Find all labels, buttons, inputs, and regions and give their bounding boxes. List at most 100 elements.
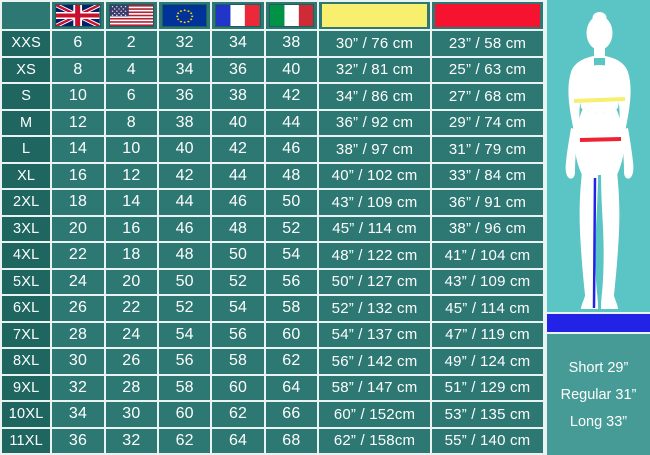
cell-eu: 52 — [159, 296, 211, 321]
cell-us: 26 — [105, 349, 157, 374]
cell-eu: 46 — [159, 216, 211, 241]
table-row: 10XL 34 30 60 62 66 60” / 152cm 53” / 135 cm — [2, 402, 543, 427]
cell-bust: 56” / 142 cm — [319, 349, 431, 374]
cell-uk: 34 — [52, 402, 104, 427]
header-cell-uk — [52, 2, 104, 29]
header-cell-bust — [319, 2, 431, 29]
cell-eu: 58 — [159, 375, 211, 400]
cell-bust: 50” / 127 cm — [319, 269, 431, 294]
cell-fr: 54 — [212, 296, 264, 321]
cell-eu: 40 — [159, 137, 211, 162]
cell-us: 20 — [105, 269, 157, 294]
cell-bust: 34” / 86 cm — [319, 84, 431, 109]
cell-eu: 44 — [159, 190, 211, 215]
cell-us: 32 — [105, 428, 157, 453]
cell-waist: 43” / 109 cm — [432, 269, 543, 294]
cell-eu: 62 — [159, 428, 211, 453]
cell-us: 16 — [105, 216, 157, 241]
cell-bust: 60” / 152cm — [319, 402, 431, 427]
cell-it: 46 — [265, 137, 318, 162]
cell-it: 64 — [265, 375, 318, 400]
cell-us: 14 — [105, 190, 157, 215]
cell-waist: 23” / 58 cm — [432, 31, 543, 56]
cell-waist: 36” / 91 cm — [432, 190, 543, 215]
cell-waist: 53” / 135 cm — [432, 402, 543, 427]
bust-measure-line — [573, 97, 626, 103]
cell-it: 42 — [265, 84, 318, 109]
us-flag-icon — [108, 4, 154, 27]
cell-fr: 44 — [212, 163, 264, 188]
cell-waist: 38” / 96 cm — [432, 216, 543, 241]
cell-eu: 42 — [159, 163, 211, 188]
cell-bust: 40” / 102 cm — [319, 163, 431, 188]
cell-us: 24 — [105, 322, 157, 347]
cell-it: 60 — [265, 322, 318, 347]
cell-us: 12 — [105, 163, 157, 188]
legend-item-long: Long 33” — [569, 413, 628, 430]
cell-fr: 58 — [212, 349, 264, 374]
cell-size: 4XL — [2, 243, 51, 268]
cell-it: 48 — [265, 163, 318, 188]
cell-uk: 30 — [52, 349, 104, 374]
cell-it: 50 — [265, 190, 318, 215]
cell-us: 10 — [105, 137, 157, 162]
legend-item-regular: Regular 31” — [560, 386, 637, 403]
table-row: 2XL 18 14 44 46 50 43” / 109 cm 36” / 91 cm — [2, 190, 543, 215]
cell-waist: 25” / 63 cm — [432, 57, 543, 82]
cell-eu: 34 — [159, 57, 211, 82]
cell-size: 3XL — [2, 216, 51, 241]
table-row: 11XL 36 32 62 64 68 62” / 158cm 55” / 140 cm — [2, 428, 543, 453]
cell-eu: 56 — [159, 349, 211, 374]
cell-eu: 54 — [159, 322, 211, 347]
cell-uk: 8 — [52, 57, 104, 82]
cell-fr: 56 — [212, 322, 264, 347]
cell-fr: 38 — [212, 84, 264, 109]
cell-bust: 52” / 132 cm — [319, 296, 431, 321]
size-conversion-table: XXS 6 2 32 34 38 30” / 76 cm 23” / 58 cm XS 8 4 34 3… — [0, 0, 545, 455]
legend-item-short: Short 29” — [568, 359, 629, 376]
cell-uk: 24 — [52, 269, 104, 294]
cell-size: 7XL — [2, 322, 51, 347]
cell-uk: 22 — [52, 243, 104, 268]
cell-uk: 10 — [52, 84, 104, 109]
cell-eu: 38 — [159, 110, 211, 135]
cell-fr: 34 — [212, 31, 264, 56]
cell-it: 68 — [265, 428, 318, 453]
cell-size: 11XL — [2, 428, 51, 453]
cell-size: L — [2, 137, 51, 162]
cell-uk: 26 — [52, 296, 104, 321]
cell-waist: 27” / 68 cm — [432, 84, 543, 109]
cell-size: 2XL — [2, 190, 51, 215]
cell-bust: 38” / 97 cm — [319, 137, 431, 162]
cell-fr: 52 — [212, 269, 264, 294]
table-row: 8XL 30 26 56 58 62 56” / 142 cm 49” / 124 cm — [2, 349, 543, 374]
cell-bust: 54” / 137 cm — [319, 322, 431, 347]
header-cell-waist — [432, 2, 543, 29]
cell-size: 8XL — [2, 349, 51, 374]
cell-fr: 42 — [212, 137, 264, 162]
table-row: M 12 8 38 40 44 36” / 92 cm 29” / 74 cm — [2, 110, 543, 135]
cell-waist: 29” / 74 cm — [432, 110, 543, 135]
inseam-color-bar — [547, 312, 650, 334]
cell-it: 56 — [265, 269, 318, 294]
table-row: 7XL 28 24 54 56 60 54” / 137 cm 47” / 119 cm — [2, 322, 543, 347]
cell-eu: 36 — [159, 84, 211, 109]
italy-flag-icon — [268, 4, 315, 27]
header-cell-us — [105, 2, 157, 29]
cell-it: 44 — [265, 110, 318, 135]
size-table-panel: XXS 6 2 32 34 38 30” / 76 cm 23” / 58 cm XS 8 4 34 3… — [0, 0, 545, 455]
cell-uk: 28 — [52, 322, 104, 347]
cell-uk: 32 — [52, 375, 104, 400]
cell-bust: 30” / 76 cm — [319, 31, 431, 56]
cell-waist: 51” / 129 cm — [432, 375, 543, 400]
cell-fr: 60 — [212, 375, 264, 400]
female-silhouette-illustration — [547, 0, 650, 312]
table-row: 9XL 32 28 58 60 64 58” / 147 cm 51” / 129 cm — [2, 375, 543, 400]
cell-size: 9XL — [2, 375, 51, 400]
table-row: XL 16 12 42 44 48 40” / 102 cm 33” / 84 cm — [2, 163, 543, 188]
header-cell-it — [265, 2, 318, 29]
table-row: L 14 10 40 42 46 38” / 97 cm 31” / 79 cm — [2, 137, 543, 162]
cell-uk: 12 — [52, 110, 104, 135]
cell-fr: 46 — [212, 190, 264, 215]
table-row: XXS 6 2 32 34 38 30” / 76 cm 23” / 58 cm — [2, 31, 543, 56]
